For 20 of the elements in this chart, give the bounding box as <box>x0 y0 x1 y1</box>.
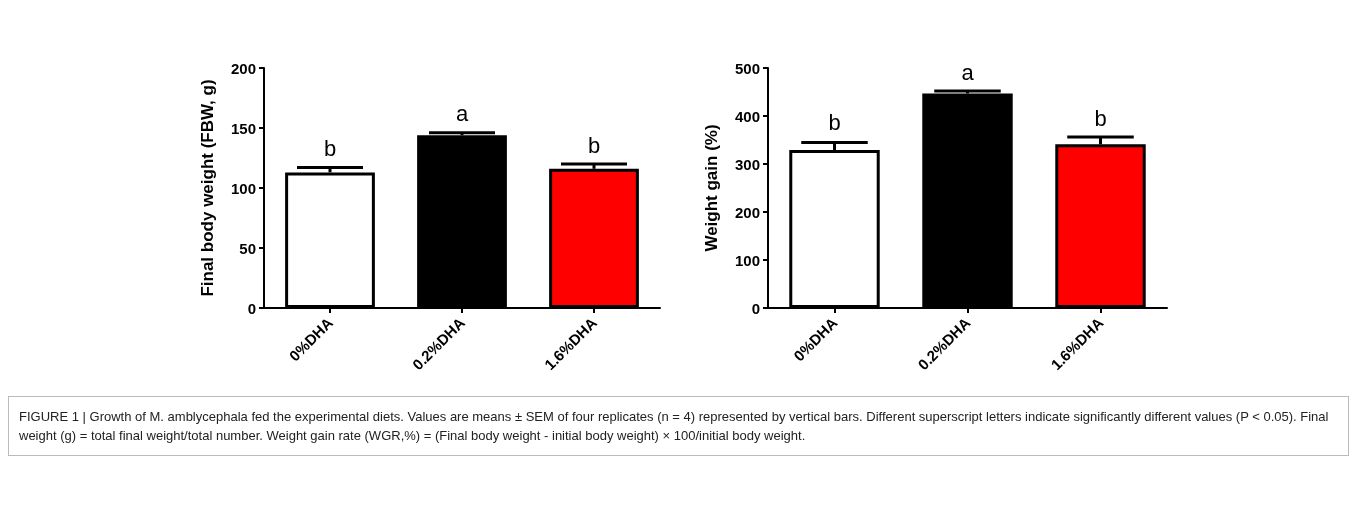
annotation: b <box>1094 105 1107 131</box>
annotation: a <box>961 59 975 85</box>
y-tick-label: 300 <box>734 155 760 173</box>
y-tick-label: 100 <box>230 179 256 197</box>
y-tick-label: 150 <box>230 119 256 137</box>
caption: FIGURE 1 | Growth of M. amblycephala fed the experimental diets. Values are means ± SEM of four replicates (n = 4) represented by vertical bars. Different superscript letters indicate significantly different values (P < 0.05). Final weight (g) = total final weight/total number. Weight gain rate (WGR,%) = (Final body weight - initial body weight) × 100/initial body weight. <box>19 408 1330 445</box>
annotation: b <box>587 132 601 158</box>
y-tick-label: 400 <box>734 107 760 125</box>
y-tick-label: 200 <box>734 203 760 221</box>
annotation: a <box>455 101 469 127</box>
y-axis-title: Final body weight (FBW, g) <box>198 79 217 297</box>
y-tick-label: 500 <box>734 59 760 77</box>
y-axis-title: Weight gain (%) <box>702 124 721 252</box>
y-tick-label: 100 <box>734 251 760 269</box>
annotation: b <box>828 110 841 136</box>
y-tick-label: 200 <box>230 59 256 77</box>
y-tick-label: 50 <box>239 239 256 257</box>
y-tick-label: 0 <box>247 299 256 317</box>
y-tick-label: 0 <box>751 299 760 317</box>
annotation: b <box>323 136 337 162</box>
